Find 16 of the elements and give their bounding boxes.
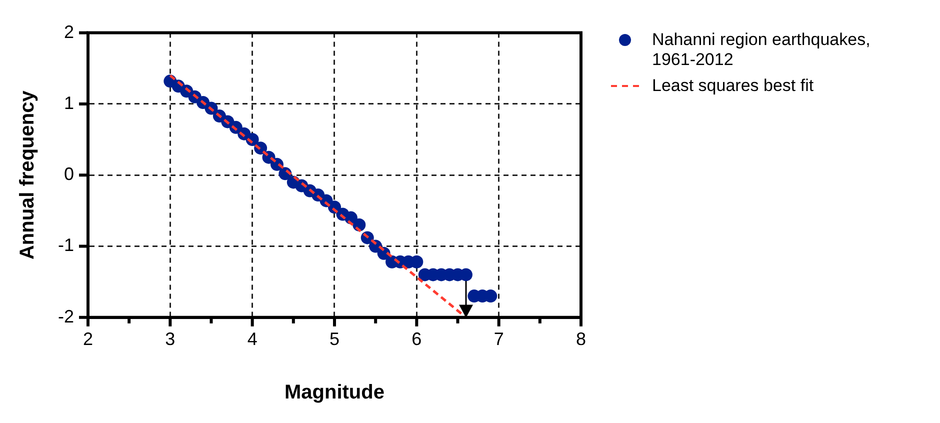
legend-label: Least squares best fit: [652, 76, 815, 96]
y-tick-label: 0: [64, 164, 74, 184]
x-tick-label: 8: [576, 329, 586, 350]
y-axis-title: Annual frequency: [16, 90, 39, 260]
x-axis-title: Magnitude: [284, 382, 384, 404]
legend-label: Nahanni region earthquakes, 1961-2012: [652, 30, 872, 70]
x-tick-label: 6: [412, 329, 422, 350]
x-tick-label: 2: [82, 329, 94, 350]
x-tick-label: 4: [247, 329, 258, 350]
x-tick-label: 3: [165, 329, 176, 350]
x-tick-label: 7: [494, 329, 504, 350]
x-tick-label: 5: [329, 329, 340, 350]
y-tick-label: 2: [64, 22, 74, 42]
y-tick-label: -1: [58, 235, 74, 256]
y-tick-label: -2: [58, 306, 74, 326]
y-tick-label: 1: [64, 92, 74, 113]
